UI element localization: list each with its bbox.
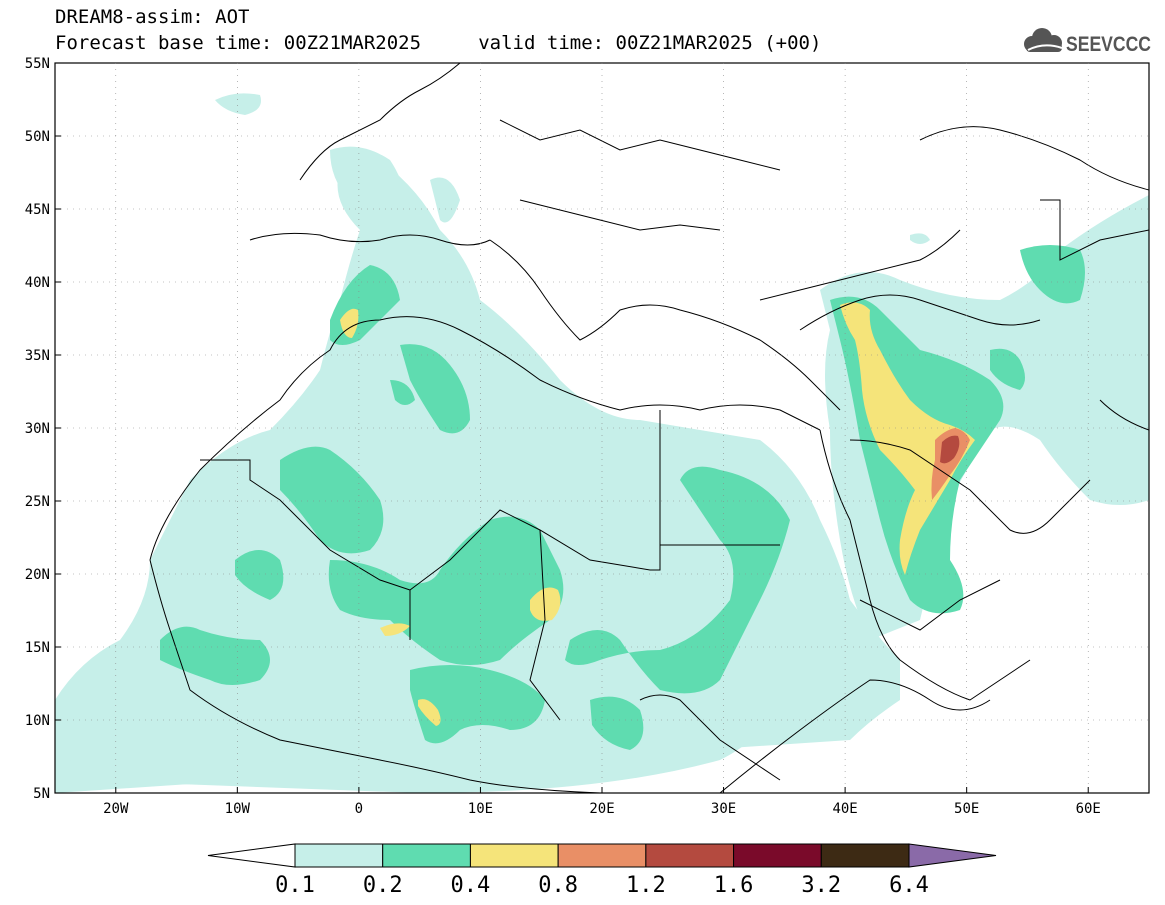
colorbar-level-label: 6.4 — [889, 873, 929, 898]
lat-label: 15N — [25, 640, 50, 656]
coastlines-borders — [149, 63, 1149, 793]
lat-label: 20N — [25, 567, 50, 583]
logo-text: SEEVCCC — [1066, 33, 1151, 56]
colorbar-high-arrow — [908, 843, 997, 868]
longitude-labels: 20W 10W 0 10E 20E 30E 40E 50E 60E — [103, 787, 1101, 817]
lon-label: 10W — [225, 801, 251, 817]
colorbar-swatch — [382, 843, 471, 868]
colorbar-level-label: 3.2 — [801, 873, 841, 898]
lat-label: 45N — [25, 202, 50, 218]
lat-label: 25N — [25, 494, 50, 510]
colorbar-swatch — [294, 843, 384, 868]
seevccc-logo: SEEVCCC — [1024, 28, 1151, 56]
aot-level-0.4 — [340, 302, 975, 726]
lon-label: 20W — [103, 801, 129, 817]
aot-level-0.1 — [55, 93, 1149, 793]
lon-label: 40E — [832, 801, 857, 817]
lat-label: 5N — [33, 786, 50, 802]
lat-label: 10N — [25, 713, 50, 729]
colorbar-swatch — [645, 843, 735, 868]
colorbar-level-label: 0.4 — [451, 873, 491, 898]
aot-level-0.8 — [931, 428, 970, 500]
lon-label: 30E — [711, 801, 736, 817]
lat-label: 55N — [25, 56, 50, 72]
colorbar-swatch — [557, 843, 647, 868]
lat-label: 35N — [25, 348, 50, 364]
colorbar-swatch — [469, 843, 559, 868]
colorbar-swatch — [820, 843, 910, 868]
lon-label: 20E — [589, 801, 614, 817]
colorbar-level-label: 0.1 — [275, 873, 315, 898]
lon-label: 60E — [1076, 801, 1101, 817]
colorbar-low-arrow — [207, 843, 296, 868]
colorbar-level-label: 1.6 — [714, 873, 754, 898]
aot-field — [55, 63, 1149, 793]
aot-level-1.2 — [940, 435, 960, 464]
lat-label: 30N — [25, 421, 50, 437]
colorbar-level-label: 1.2 — [626, 873, 666, 898]
lat-label: 50N — [25, 129, 50, 145]
colorbar-swatch — [733, 843, 822, 868]
colorbar-labels: 0.1 0.2 0.4 0.8 1.2 1.6 3.2 6.4 — [275, 873, 929, 898]
lon-label: 10E — [468, 801, 493, 817]
colorbar-level-label: 0.8 — [538, 873, 578, 898]
colorbar — [207, 843, 997, 868]
title-line-1: DREAM8-assim: AOT — [55, 6, 250, 28]
aot-level-0.2 — [160, 245, 1085, 750]
title-line-2: Forecast base time: 00Z21MAR2025 valid t… — [55, 32, 822, 54]
graticule — [55, 63, 1149, 793]
lon-label: 0 — [355, 801, 363, 817]
colorbar-level-label: 0.2 — [363, 873, 403, 898]
lat-label: 40N — [25, 275, 50, 291]
lon-label: 50E — [954, 801, 979, 817]
latitude-labels: 55N 50N 45N 40N 35N 30N 25N 20N 15N 10N 5N — [25, 56, 61, 802]
